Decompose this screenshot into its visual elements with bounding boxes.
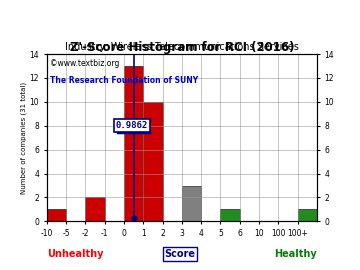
- Bar: [143, 102, 162, 221]
- Text: Healthy: Healthy: [274, 249, 317, 259]
- Bar: [297, 210, 317, 221]
- Y-axis label: Number of companies (31 total): Number of companies (31 total): [20, 82, 27, 194]
- Text: 0.9862: 0.9862: [116, 121, 148, 130]
- Text: Unhealthy: Unhealthy: [47, 249, 103, 259]
- Bar: [47, 210, 66, 221]
- Bar: [182, 185, 201, 221]
- Text: Score: Score: [165, 249, 195, 259]
- Bar: [124, 66, 143, 221]
- Title: Z'-Score Histogram for RCI (2016): Z'-Score Histogram for RCI (2016): [69, 41, 294, 54]
- Bar: [85, 197, 105, 221]
- Text: ©www.textbiz.org: ©www.textbiz.org: [50, 59, 119, 68]
- Text: The Research Foundation of SUNY: The Research Foundation of SUNY: [50, 76, 198, 85]
- Bar: [220, 210, 240, 221]
- Text: Industry: Wireless Telecommunications Services: Industry: Wireless Telecommunications Se…: [65, 42, 299, 52]
